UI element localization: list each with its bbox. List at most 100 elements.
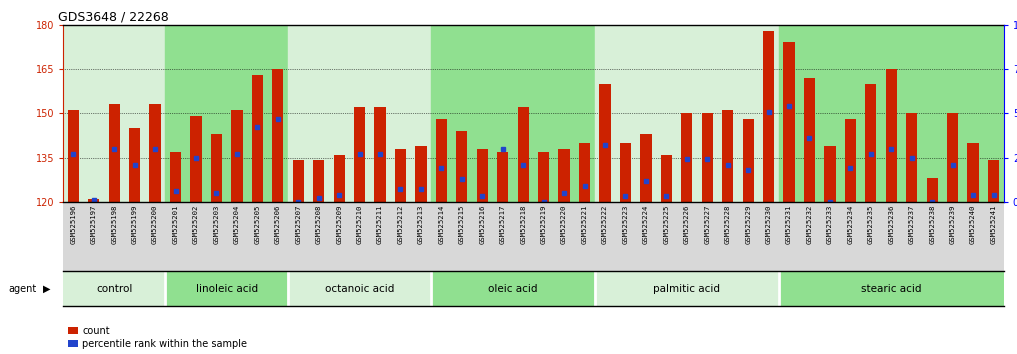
Bar bbox=[988, 160, 999, 202]
Bar bbox=[374, 107, 385, 202]
Text: stearic acid: stearic acid bbox=[861, 284, 921, 293]
Bar bbox=[825, 146, 836, 202]
Bar bbox=[273, 69, 284, 202]
Text: ▶: ▶ bbox=[43, 284, 50, 293]
Text: GSM525215: GSM525215 bbox=[459, 205, 465, 244]
Text: GSM525200: GSM525200 bbox=[153, 205, 158, 244]
Bar bbox=[313, 160, 324, 202]
Text: GSM525228: GSM525228 bbox=[725, 205, 730, 244]
Text: GSM525204: GSM525204 bbox=[234, 205, 240, 244]
Bar bbox=[783, 42, 794, 202]
Bar bbox=[742, 119, 754, 202]
Bar bbox=[579, 143, 590, 202]
Text: GSM525196: GSM525196 bbox=[70, 205, 76, 244]
Bar bbox=[845, 119, 856, 202]
Text: GSM525222: GSM525222 bbox=[602, 205, 608, 244]
Bar bbox=[170, 152, 181, 202]
Bar bbox=[63, 271, 166, 306]
Text: GSM525239: GSM525239 bbox=[950, 205, 956, 244]
Bar bbox=[886, 69, 897, 202]
Text: GSM525216: GSM525216 bbox=[479, 205, 485, 244]
Text: GSM525230: GSM525230 bbox=[766, 205, 772, 244]
Bar bbox=[435, 119, 447, 202]
Text: GSM525237: GSM525237 bbox=[909, 205, 914, 244]
Text: GDS3648 / 22268: GDS3648 / 22268 bbox=[58, 11, 169, 24]
Text: GSM525229: GSM525229 bbox=[745, 205, 752, 244]
Text: GSM525218: GSM525218 bbox=[520, 205, 526, 244]
Bar bbox=[211, 134, 222, 202]
Bar bbox=[967, 143, 978, 202]
Text: GSM525217: GSM525217 bbox=[499, 205, 505, 244]
Text: GSM525224: GSM525224 bbox=[643, 205, 649, 244]
Bar bbox=[595, 271, 779, 306]
Bar bbox=[661, 155, 672, 202]
Text: GSM525213: GSM525213 bbox=[418, 205, 424, 244]
Bar bbox=[477, 149, 488, 202]
Text: GSM525209: GSM525209 bbox=[337, 205, 342, 244]
Bar bbox=[288, 271, 431, 306]
Text: GSM525205: GSM525205 bbox=[254, 205, 260, 244]
Bar bbox=[293, 160, 304, 202]
Bar bbox=[166, 271, 288, 306]
Text: GSM525198: GSM525198 bbox=[111, 205, 117, 244]
Text: GSM525236: GSM525236 bbox=[888, 205, 894, 244]
Text: GSM525241: GSM525241 bbox=[991, 205, 997, 244]
Bar bbox=[334, 155, 345, 202]
Text: GSM525202: GSM525202 bbox=[193, 205, 199, 244]
Text: palmitic acid: palmitic acid bbox=[653, 284, 720, 293]
Bar bbox=[558, 149, 570, 202]
Text: GSM525233: GSM525233 bbox=[827, 205, 833, 244]
Text: GSM525223: GSM525223 bbox=[622, 205, 629, 244]
Bar bbox=[190, 116, 201, 202]
Text: GSM525210: GSM525210 bbox=[357, 205, 363, 244]
Bar bbox=[518, 107, 529, 202]
Text: GSM525208: GSM525208 bbox=[315, 205, 321, 244]
Text: octanoic acid: octanoic acid bbox=[324, 284, 395, 293]
Text: GSM525235: GSM525235 bbox=[868, 205, 874, 244]
Text: GSM525201: GSM525201 bbox=[173, 205, 179, 244]
Text: control: control bbox=[96, 284, 132, 293]
Bar bbox=[231, 110, 242, 202]
Bar bbox=[354, 107, 365, 202]
Bar bbox=[681, 113, 693, 202]
Text: GSM525203: GSM525203 bbox=[214, 205, 220, 244]
Bar bbox=[415, 146, 426, 202]
Legend: count, percentile rank within the sample: count, percentile rank within the sample bbox=[68, 326, 247, 349]
Bar bbox=[457, 131, 468, 202]
Bar bbox=[926, 178, 938, 202]
Text: oleic acid: oleic acid bbox=[488, 284, 538, 293]
Text: GSM525214: GSM525214 bbox=[438, 205, 444, 244]
Bar bbox=[395, 149, 406, 202]
Bar bbox=[865, 84, 877, 202]
Text: GSM525220: GSM525220 bbox=[561, 205, 567, 244]
Text: GSM525227: GSM525227 bbox=[704, 205, 710, 244]
Bar bbox=[599, 84, 610, 202]
Text: GSM525206: GSM525206 bbox=[275, 205, 281, 244]
Bar bbox=[109, 104, 120, 202]
Text: GSM525207: GSM525207 bbox=[295, 205, 301, 244]
Text: GSM525238: GSM525238 bbox=[930, 205, 936, 244]
Bar bbox=[129, 128, 140, 202]
Bar bbox=[538, 152, 549, 202]
Bar bbox=[803, 78, 815, 202]
Text: GSM525211: GSM525211 bbox=[377, 205, 383, 244]
Bar bbox=[288, 25, 431, 202]
Bar bbox=[497, 152, 508, 202]
Bar bbox=[63, 25, 166, 202]
Text: GSM525199: GSM525199 bbox=[131, 205, 137, 244]
Bar bbox=[166, 25, 288, 202]
Text: GSM525221: GSM525221 bbox=[582, 205, 588, 244]
Bar bbox=[641, 134, 652, 202]
Text: GSM525219: GSM525219 bbox=[541, 205, 547, 244]
Text: GSM525231: GSM525231 bbox=[786, 205, 792, 244]
Text: GSM525225: GSM525225 bbox=[663, 205, 669, 244]
Text: agent: agent bbox=[8, 284, 37, 293]
Bar bbox=[252, 75, 263, 202]
Text: GSM525226: GSM525226 bbox=[683, 205, 690, 244]
Text: GSM525197: GSM525197 bbox=[91, 205, 97, 244]
Text: GSM525240: GSM525240 bbox=[970, 205, 976, 244]
Bar bbox=[88, 199, 100, 202]
Bar bbox=[722, 110, 733, 202]
Bar bbox=[431, 25, 595, 202]
Bar bbox=[619, 143, 632, 202]
